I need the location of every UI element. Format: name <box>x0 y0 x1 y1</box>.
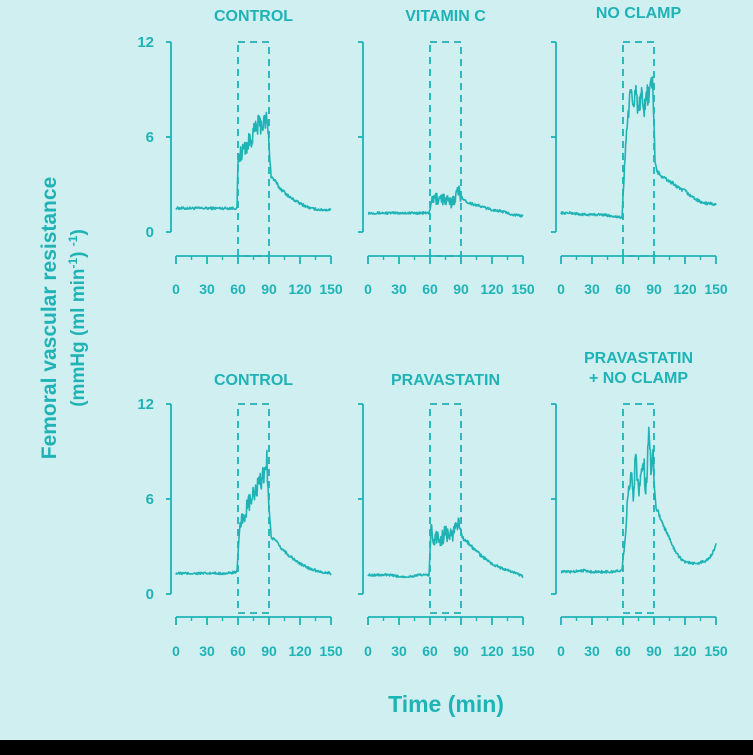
series-trace <box>367 517 524 579</box>
x-tick-label: 150 <box>511 643 535 659</box>
series-trace <box>367 185 524 218</box>
panel-title-line: PRAVASTATIN <box>584 350 693 367</box>
x-tick-label: 60 <box>230 281 246 297</box>
y-tick-label: 6 <box>146 491 154 508</box>
x-tick-label: 90 <box>261 643 277 659</box>
label-segment: ) <box>68 246 89 258</box>
clamp-window-box <box>622 403 655 614</box>
series-trace <box>560 426 717 574</box>
series-trace <box>560 76 717 220</box>
label-segment: ) <box>68 229 89 235</box>
panel-title-line: NO CLAMP <box>596 5 682 22</box>
x-tick-label: 60 <box>615 281 631 297</box>
x-tick-label: 60 <box>422 643 438 659</box>
y-tick-label: 12 <box>137 396 154 413</box>
x-tick-label: 150 <box>704 281 728 297</box>
x-tick-label: 30 <box>584 281 600 297</box>
clamp-window-box <box>622 41 655 257</box>
panel-title-line: + NO CLAMP <box>589 370 688 387</box>
x-tick-label: 90 <box>453 281 469 297</box>
x-tick-label: 0 <box>364 643 372 659</box>
series-trace <box>175 449 332 576</box>
x-tick-label: 90 <box>646 281 662 297</box>
x-tick-label: 0 <box>172 643 180 659</box>
x-tick-label: 0 <box>557 281 565 297</box>
panel-title: VITAMIN C <box>405 8 486 25</box>
chart-panel-5: PRAVASTATIN 0 30 60 90 120 150 <box>358 372 535 659</box>
clamp-window-box <box>429 403 462 614</box>
y-tick-label: 0 <box>146 224 154 241</box>
x-tick-label: 150 <box>319 281 343 297</box>
x-tick-label: 0 <box>172 281 180 297</box>
series-trace <box>175 111 332 212</box>
x-tick-label: 30 <box>391 643 407 659</box>
x-tick-label: 30 <box>199 281 215 297</box>
chart-panel-6: PRAVASTATIN + NO CLAMP 0 30 60 90 120 150 <box>551 350 728 659</box>
superscript: -1 <box>66 258 80 269</box>
clamp-window-box <box>429 41 462 257</box>
panel-title-line: VITAMIN C + <box>591 0 685 2</box>
x-tick-label: 120 <box>288 281 312 297</box>
x-tick-label: 120 <box>673 643 697 659</box>
x-tick-label: 120 <box>288 643 312 659</box>
x-tick-label: 90 <box>453 643 469 659</box>
x-tick-label: 120 <box>480 281 504 297</box>
panel-title: CONTROL <box>214 372 293 389</box>
x-tick-label: 60 <box>615 643 631 659</box>
x-axis-title: Time (min) <box>388 691 504 717</box>
x-tick-label: 120 <box>480 643 504 659</box>
x-tick-label: 90 <box>646 643 662 659</box>
x-tick-label: 120 <box>673 281 697 297</box>
x-tick-label: 90 <box>261 281 277 297</box>
y-axis-title-line1: Femoral vascular resistance <box>38 177 61 460</box>
chart-panel-2: VITAMIN C 0 30 60 90 120 150 <box>358 8 535 297</box>
x-tick-label: 0 <box>364 281 372 297</box>
x-tick-label: 150 <box>704 643 728 659</box>
chart-panel-3: VITAMIN C + NO CLAMP 0 30 60 90 120 150 <box>551 0 728 297</box>
panel-title: CONTROL <box>214 8 293 25</box>
x-tick-label: 30 <box>584 643 600 659</box>
panel-title: PRAVASTATIN <box>391 372 500 389</box>
y-axis-title-line2: (mmHg (ml min-1) -1) <box>66 229 89 407</box>
superscript: -1 <box>66 235 80 246</box>
x-tick-label: 150 <box>319 643 343 659</box>
x-tick-label: 60 <box>422 281 438 297</box>
y-tick-label: 12 <box>137 34 154 51</box>
label-segment: (mmHg (ml min <box>68 269 89 407</box>
y-tick-label: 6 <box>146 129 154 146</box>
x-tick-label: 60 <box>230 643 246 659</box>
clamp-window-box <box>237 403 270 614</box>
x-tick-label: 0 <box>557 643 565 659</box>
x-tick-label: 150 <box>511 281 535 297</box>
y-tick-label: 0 <box>146 586 154 603</box>
x-tick-label: 30 <box>391 281 407 297</box>
x-tick-label: 30 <box>199 643 215 659</box>
